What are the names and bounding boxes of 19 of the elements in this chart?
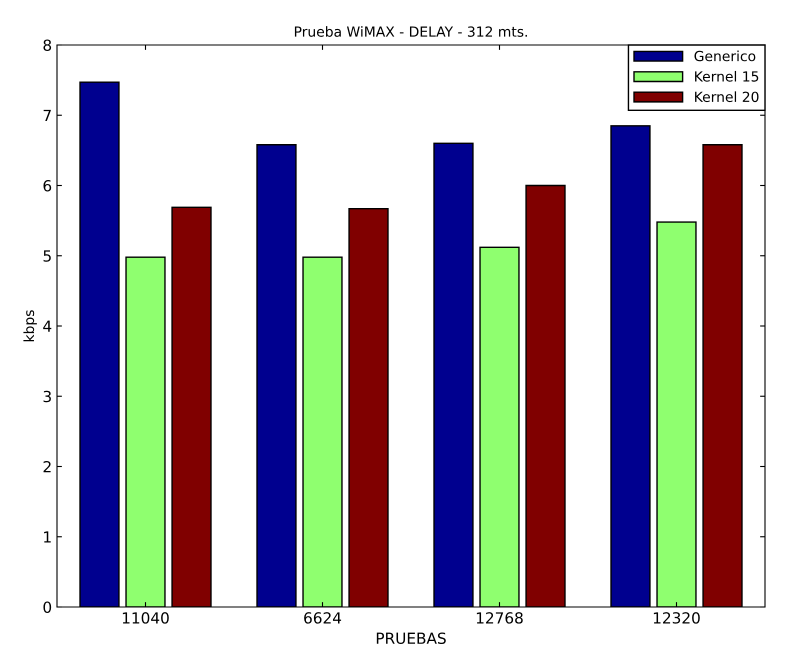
y-tick-label: 4 xyxy=(43,320,52,332)
y-tick-label: 8 xyxy=(43,39,52,52)
y-tick-label: 6 xyxy=(43,180,52,192)
y-axis-title: kbps xyxy=(23,310,37,342)
legend-label: Generico xyxy=(694,50,756,62)
y-tick-label: 5 xyxy=(44,250,51,262)
legend-label: Kernel 20 xyxy=(695,91,759,102)
x-tick-label: 12768 xyxy=(476,612,523,624)
y-tick-label: 7 xyxy=(44,110,51,122)
legend-label: Kernel 15 xyxy=(695,70,758,82)
chart-title: Prueba WiMAX - DELAY - 312 mts. xyxy=(294,26,527,37)
x-tick-label: 12320 xyxy=(654,612,700,624)
x-axis-title: PRUEBAS xyxy=(376,632,446,644)
y-tick-label: 1 xyxy=(44,531,51,543)
y-tick-label: 0 xyxy=(43,601,52,614)
y-tick-label: 2 xyxy=(44,460,51,472)
y-tick-label: 3 xyxy=(44,390,51,402)
x-tick-label: 6624 xyxy=(304,612,342,624)
x-tick-label: 11040 xyxy=(122,612,169,624)
